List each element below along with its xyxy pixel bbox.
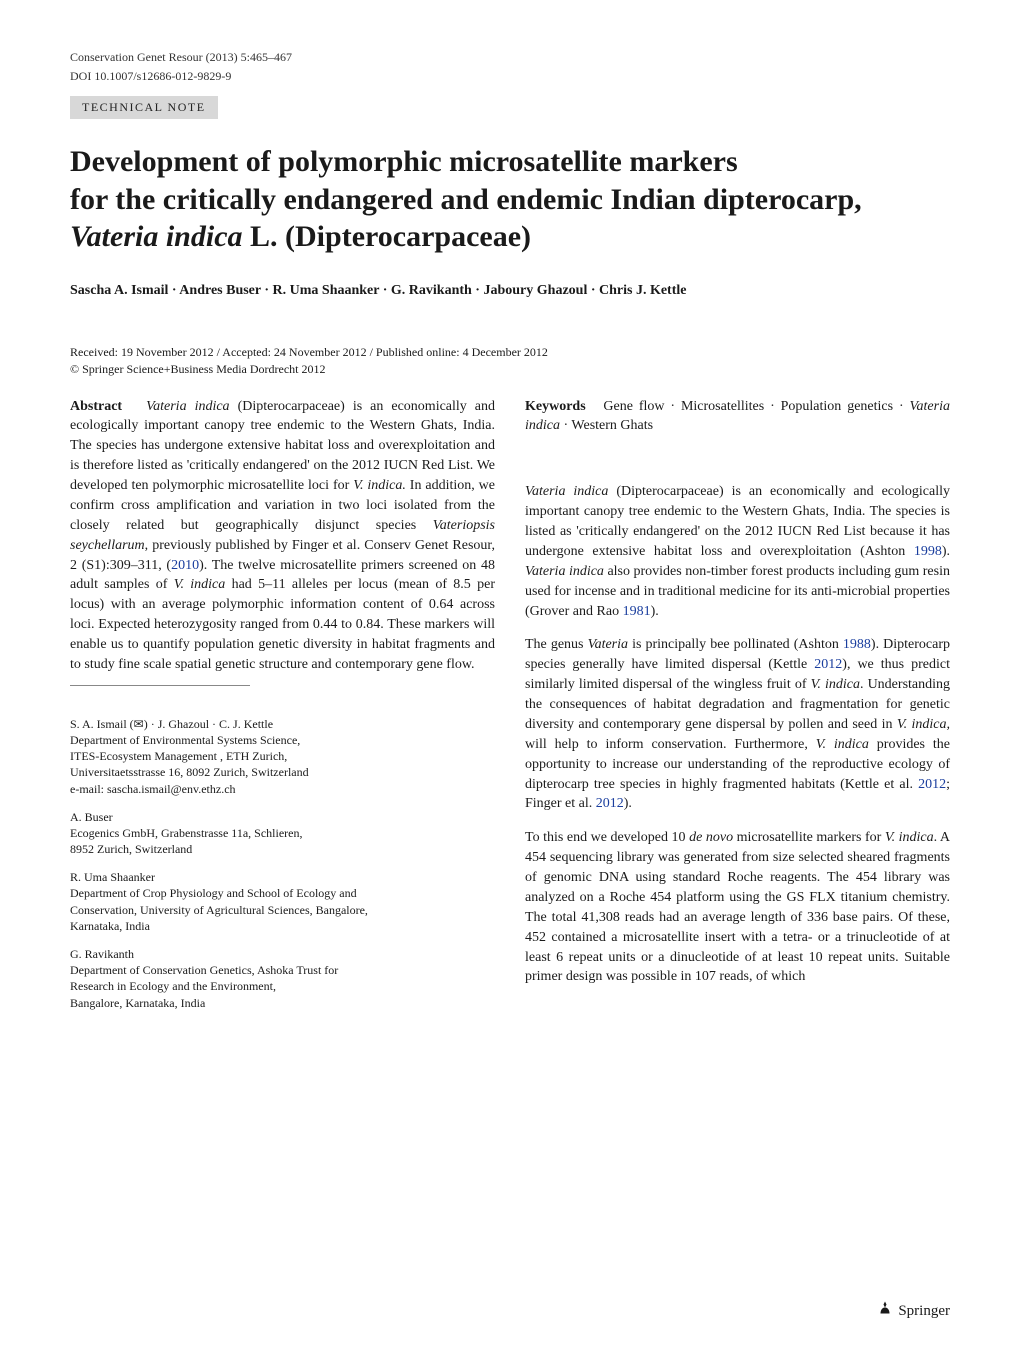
affil-names: S. A. Ismail (✉) · J. Ghazoul · C. J. Ke… bbox=[70, 716, 495, 732]
body-species: Vateria indica bbox=[525, 484, 608, 499]
body-para-3: To this end we developed 10 de novo micr… bbox=[525, 828, 950, 987]
body-species: V. indica bbox=[816, 737, 869, 752]
affil-line: Department of Conservation Genetics, Ash… bbox=[70, 962, 495, 978]
affil-line: Conservation, University of Agricultural… bbox=[70, 902, 495, 918]
journal-meta-line: Conservation Genet Resour (2013) 5:465–4… bbox=[70, 50, 950, 65]
body-species: Vateria indica bbox=[525, 564, 604, 579]
affil-names: G. Ravikanth bbox=[70, 946, 495, 962]
body-seg: The genus bbox=[525, 637, 588, 652]
body-seg: To this end we developed 10 bbox=[525, 830, 689, 845]
body-para-1: Vateria indica (Dipterocarpaceae) is an … bbox=[525, 482, 950, 621]
abstract-paragraph: Abstract Vateria indica (Dipterocarpacea… bbox=[70, 397, 495, 675]
ref-year-link[interactable]: 2012 bbox=[814, 657, 842, 672]
affiliation-group: A. Buser Ecogenics GmbH, Grabenstrasse 1… bbox=[70, 809, 495, 858]
keywords-text-c: · Western Ghats bbox=[560, 418, 653, 433]
article-title: Development of polymorphic microsatellit… bbox=[70, 143, 950, 256]
ref-year-link[interactable]: 1981 bbox=[623, 604, 651, 619]
body-seg: . A 454 sequencing library was generated… bbox=[525, 830, 950, 984]
affiliation-group: R. Uma Shaanker Department of Crop Physi… bbox=[70, 869, 495, 934]
affil-line: Department of Environmental Systems Scie… bbox=[70, 732, 495, 748]
ref-year-link[interactable]: 1988 bbox=[843, 637, 871, 652]
title-line-3-italic: Vateria indica bbox=[70, 220, 243, 253]
doi-line: DOI 10.1007/s12686-012-9829-9 bbox=[70, 69, 950, 84]
body-seg: ). bbox=[942, 544, 950, 559]
title-line-1: Development of polymorphic microsatellit… bbox=[70, 145, 738, 178]
publisher-name: Springer bbox=[898, 1303, 950, 1319]
affil-line: e-mail: sascha.ismail@env.ethz.ch bbox=[70, 781, 495, 797]
affil-line: Department of Crop Physiology and School… bbox=[70, 885, 495, 901]
ref-year-link[interactable]: 2012 bbox=[596, 796, 624, 811]
title-line-3-suffix: L. (Dipterocarpaceae) bbox=[243, 220, 532, 253]
body-species: Vateria bbox=[588, 637, 628, 652]
body-seg: ). bbox=[624, 796, 632, 811]
body-seg: microsatellite markers for bbox=[733, 830, 885, 845]
affil-names: A. Buser bbox=[70, 809, 495, 825]
body-seg: will help to inform conservation. Furthe… bbox=[525, 737, 816, 752]
article-dates: Received: 19 November 2012 / Accepted: 2… bbox=[70, 345, 950, 360]
keywords-label: Keywords bbox=[525, 399, 586, 414]
body-species: V. indica bbox=[811, 677, 860, 692]
body-species: V. indica bbox=[885, 830, 934, 845]
abstract-species-4: V. indica bbox=[174, 577, 226, 592]
right-column: Keywords Gene flow · Microsatellites · P… bbox=[525, 397, 950, 1023]
abstract-ref-year[interactable]: 2010 bbox=[171, 558, 199, 573]
copyright-line: © Springer Science+Business Media Dordre… bbox=[70, 362, 950, 377]
affil-line: 8952 Zurich, Switzerland bbox=[70, 841, 495, 857]
body-italic: de novo bbox=[689, 830, 733, 845]
keywords-block: Keywords Gene flow · Microsatellites · P… bbox=[525, 397, 950, 437]
article-type-badge: TECHNICAL NOTE bbox=[70, 96, 218, 119]
abstract-species-1: Vateria indica bbox=[146, 399, 229, 414]
affil-line: Karnataka, India bbox=[70, 918, 495, 934]
springer-logo-icon bbox=[876, 1300, 894, 1323]
affiliations-block: S. A. Ismail (✉) · J. Ghazoul · C. J. Ke… bbox=[70, 716, 495, 1011]
body-para-2: The genus Vateria is principally bee pol… bbox=[525, 635, 950, 814]
title-line-2: for the critically endangered and endemi… bbox=[70, 183, 862, 216]
author-list: Sascha A. Ismail · Andres Buser · R. Uma… bbox=[70, 280, 950, 301]
affiliation-group: G. Ravikanth Department of Conservation … bbox=[70, 946, 495, 1011]
affil-names: R. Uma Shaanker bbox=[70, 869, 495, 885]
body-species: V. indica, bbox=[897, 717, 950, 732]
keywords-text-a: Gene flow · Microsatellites · Population… bbox=[603, 399, 909, 414]
affil-line: Research in Ecology and the Environment, bbox=[70, 978, 495, 994]
left-column: Abstract Vateria indica (Dipterocarpacea… bbox=[70, 397, 495, 1023]
abstract-label: Abstract bbox=[70, 399, 122, 414]
body-seg: ). bbox=[651, 604, 659, 619]
abstract-species-2: V. indica. bbox=[353, 478, 406, 493]
ref-year-link[interactable]: 2012 bbox=[918, 777, 946, 792]
ref-year-link[interactable]: 1998 bbox=[914, 544, 942, 559]
affil-line: Ecogenics GmbH, Grabenstrasse 11a, Schli… bbox=[70, 825, 495, 841]
affiliation-group: S. A. Ismail (✉) · J. Ghazoul · C. J. Ke… bbox=[70, 716, 495, 797]
affil-line: ITES-Ecosystem Management , ETH Zurich, bbox=[70, 748, 495, 764]
affil-line: Bangalore, Karnataka, India bbox=[70, 995, 495, 1011]
publisher-footer: Springer bbox=[876, 1300, 950, 1323]
affil-line: Universitaetsstrasse 16, 8092 Zurich, Sw… bbox=[70, 764, 495, 780]
body-seg: is principally bee pollinated (Ashton bbox=[628, 637, 843, 652]
two-column-layout: Abstract Vateria indica (Dipterocarpacea… bbox=[70, 397, 950, 1023]
affiliation-divider bbox=[70, 685, 250, 686]
